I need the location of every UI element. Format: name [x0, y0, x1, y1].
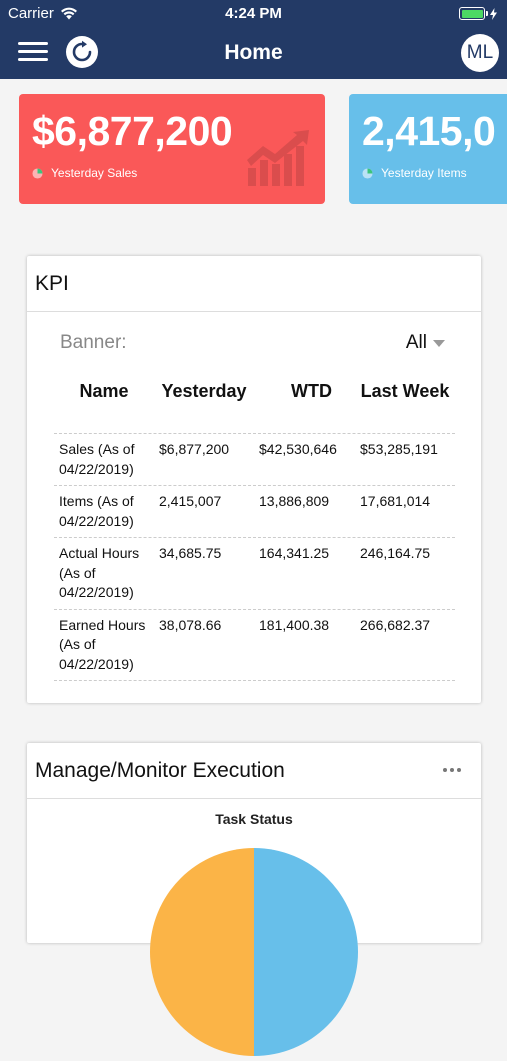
pie-slice-1[interactable]: [150, 848, 254, 1056]
table-header: Name Yesterday WTD Last Week: [54, 374, 455, 434]
cell-yesterday: 38,078.66: [159, 616, 222, 633]
cell-last-week: 246,164.75: [360, 545, 431, 561]
monitor-panel: Manage/Monitor Execution Task Status: [27, 743, 481, 1056]
cell-last-week: 266,682.37: [360, 616, 431, 633]
table-row: Sales (As of 04/22/2019) $6,877,200 $42,…: [54, 434, 455, 486]
cell-name: Items (As of 04/22/2019): [59, 493, 134, 529]
stat-cards-carousel[interactable]: $6,877,200 Yesterday Sales 2,415,0: [19, 94, 507, 206]
column-header-wtd: WTD: [291, 381, 332, 401]
trend-chart-icon: [247, 130, 309, 186]
stat-card-yesterday-sales[interactable]: $6,877,200 Yesterday Sales: [19, 94, 325, 204]
cell-yesterday: 34,685.75: [159, 545, 222, 561]
stat-label-row: Yesterday Sales: [32, 166, 137, 180]
status-bar: Carrier 4:24 PM: [0, 0, 507, 28]
carrier-group: Carrier: [8, 5, 78, 22]
pie-icon: [362, 167, 373, 179]
cell-last-week: 17,681,014: [360, 493, 431, 509]
stat-card-yesterday-items[interactable]: 2,415,0 Yesterday Items: [349, 94, 507, 204]
stat-value: $6,877,200: [32, 108, 233, 154]
banner-select[interactable]: All: [406, 332, 445, 354]
table-row: Items (As of 04/22/2019) 2,415,007 13,88…: [54, 486, 455, 538]
task-status-chart: [150, 848, 358, 1061]
monitor-title: Manage/Monitor Execution: [35, 758, 285, 782]
column-header-yesterday: Yesterday: [161, 381, 247, 401]
pie-icon: [32, 167, 43, 179]
battery-icon: [459, 7, 497, 20]
cell-yesterday: $6,877,200: [159, 441, 230, 457]
menu-icon[interactable]: [18, 42, 48, 64]
cell-name: Earned Hours (As of 04/22/2019): [59, 616, 146, 672]
table-row: Actual Hours (As of 04/22/2019) 34,685.7…: [54, 538, 455, 610]
wifi-icon: [60, 7, 77, 20]
cell-wtd: 164,341.25: [259, 545, 330, 561]
carrier-label: Carrier: [8, 5, 54, 22]
cell-wtd: $42,530,646: [259, 441, 337, 457]
pie-slice-0[interactable]: [254, 848, 358, 1056]
nav-bar: Home ML: [0, 28, 507, 79]
banner-filter: Banner: All: [60, 332, 445, 354]
cell-name: Actual Hours (As of 04/22/2019): [59, 545, 140, 600]
table-row: Earned Hours (As of 04/22/2019) 38,078.6…: [54, 610, 455, 681]
kpi-table: Name Yesterday WTD Last Week Sales (As o…: [54, 374, 455, 681]
banner-label: Banner:: [60, 332, 127, 353]
stat-label-row: Yesterday Items: [362, 166, 467, 180]
kpi-header: KPI: [27, 256, 481, 312]
kpi-panel: KPI Banner: All Name Yesterday WTD Last …: [27, 256, 481, 703]
avatar[interactable]: ML: [461, 34, 499, 72]
kpi-title: KPI: [35, 271, 69, 295]
chevron-down-icon: [433, 339, 445, 347]
cell-wtd: 13,886,809: [259, 493, 330, 509]
monitor-header: Manage/Monitor Execution: [27, 743, 481, 799]
chart-title: Task Status: [215, 811, 293, 827]
stat-value: 2,415,0: [362, 108, 496, 154]
column-header-last-week: Last Week: [360, 381, 450, 401]
cell-wtd: 181,400.38: [259, 616, 330, 633]
more-dots-icon[interactable]: [443, 768, 461, 772]
task-status-pie: [150, 848, 358, 1056]
stat-label: Yesterday Items: [381, 166, 467, 180]
column-header-name: Name: [79, 381, 129, 401]
banner-value: All: [405, 332, 427, 353]
refresh-button[interactable]: [66, 36, 98, 68]
status-time: 4:24 PM: [225, 5, 282, 22]
cell-name: Sales (As of 04/22/2019): [59, 441, 135, 477]
cell-yesterday: 2,415,007: [159, 493, 222, 509]
refresh-icon: [72, 40, 92, 62]
cell-last-week: $53,285,191: [360, 441, 438, 457]
stat-label: Yesterday Sales: [51, 166, 138, 180]
charging-bolt-icon: [490, 7, 497, 20]
